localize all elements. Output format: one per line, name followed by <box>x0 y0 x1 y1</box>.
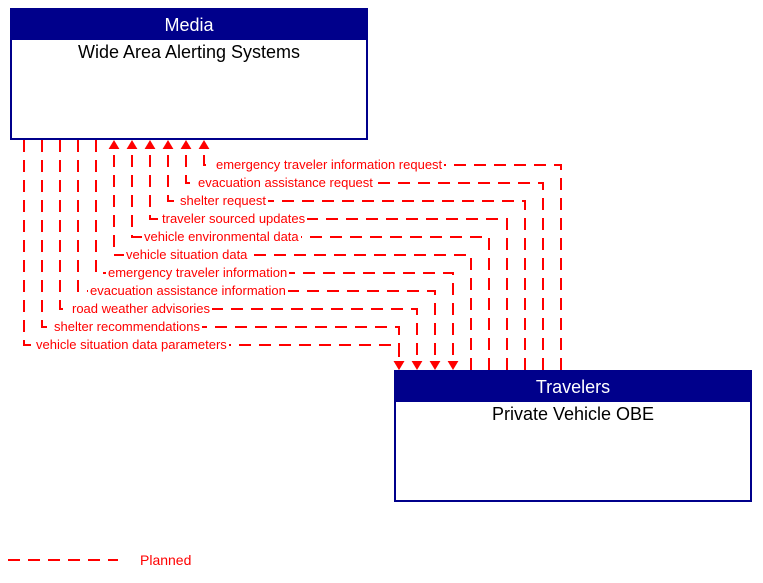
flow-label: shelter recommendations <box>52 319 202 334</box>
flow-arrowhead <box>448 361 459 370</box>
flow-label: evacuation assistance information <box>88 283 288 298</box>
flow-label: vehicle situation data parameters <box>34 337 229 352</box>
flow-label: road weather advisories <box>70 301 212 316</box>
node-media-title: Wide Area Alerting Systems <box>12 40 366 63</box>
flow-label: emergency traveler information request <box>214 157 444 172</box>
flow-label: vehicle situation data <box>124 247 249 262</box>
flow-label: vehicle environmental data <box>142 229 301 244</box>
flow-arrowhead <box>394 361 405 370</box>
flow-label: traveler sourced updates <box>160 211 307 226</box>
flow-arrowhead <box>127 140 138 149</box>
flow-arrowhead <box>199 140 210 149</box>
node-travelers: Travelers Private Vehicle OBE <box>394 370 752 502</box>
node-media: Media Wide Area Alerting Systems <box>10 8 368 140</box>
flow-arrowhead <box>181 140 192 149</box>
flow-arrowhead <box>109 140 120 149</box>
flow-label: emergency traveler information <box>106 265 289 280</box>
node-media-header: Media <box>12 10 366 40</box>
flow-label: shelter request <box>178 193 268 208</box>
node-travelers-title: Private Vehicle OBE <box>396 402 750 425</box>
legend-text: Planned <box>140 552 191 568</box>
flow-arrowhead <box>412 361 423 370</box>
flow-arrowhead <box>145 140 156 149</box>
node-travelers-header: Travelers <box>396 372 750 402</box>
flow-arrowhead <box>430 361 441 370</box>
flow-label: evacuation assistance request <box>196 175 375 190</box>
flow-arrowhead <box>394 361 405 370</box>
flow-arrowhead <box>163 140 174 149</box>
